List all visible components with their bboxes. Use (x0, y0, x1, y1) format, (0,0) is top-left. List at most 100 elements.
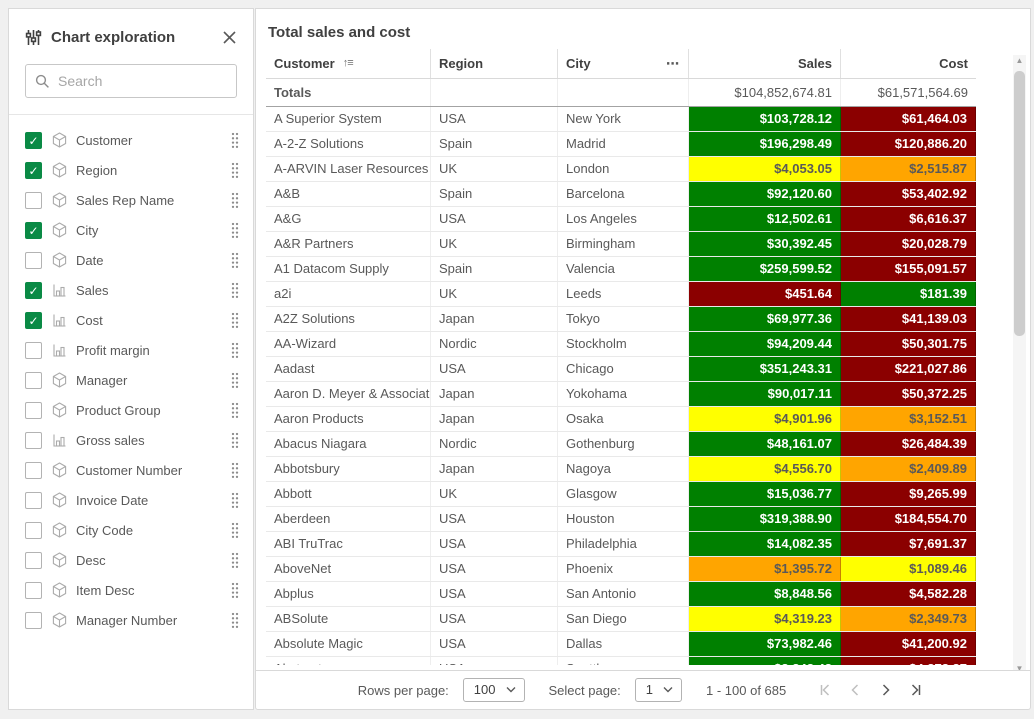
table-header-row: Customer ↑≡ Region City ⋯ Sales Cost (266, 49, 976, 79)
field-checkbox[interactable] (25, 431, 42, 449)
drag-handle-icon[interactable] (231, 252, 239, 269)
row-range-text: 1 - 100 of 685 (706, 682, 787, 698)
dimension-icon (52, 372, 67, 388)
table-row[interactable]: Aaron Products Japan Osaka $4,901.96 $3,… (266, 407, 976, 432)
cell-sales: $103,728.12 (689, 107, 841, 131)
table-row[interactable]: A-2-Z Solutions Spain Madrid $196,298.49… (266, 132, 976, 157)
cell-sales: $73,982.46 (689, 632, 841, 656)
sidebar-item-customer: Customer (9, 125, 253, 155)
cell-city: San Diego (558, 607, 689, 631)
scrollbar-thumb[interactable] (1014, 71, 1025, 336)
cell-region: UK (431, 282, 558, 306)
table-row[interactable]: A&R Partners UK Birmingham $30,392.45 $2… (266, 232, 976, 257)
dimension-icon (52, 132, 67, 148)
field-checkbox[interactable] (25, 131, 42, 149)
rows-per-page-select[interactable]: 100 (462, 678, 525, 702)
cell-city: Tokyo (558, 307, 689, 331)
column-header-customer[interactable]: Customer ↑≡ (266, 49, 431, 78)
table-row[interactable]: A-ARVIN Laser Resources UK London $4,053… (266, 157, 976, 182)
cell-city: Seattle (558, 657, 689, 665)
drag-handle-icon[interactable] (231, 462, 239, 479)
field-checkbox[interactable] (25, 371, 42, 389)
column-header-region[interactable]: Region (431, 49, 558, 78)
vertical-scrollbar[interactable]: ▲ ▼ (1013, 55, 1026, 675)
field-checkbox[interactable] (25, 581, 42, 599)
field-checkbox[interactable] (25, 191, 42, 209)
field-checkbox[interactable] (25, 491, 42, 509)
table-row[interactable]: Abbotsbury Japan Nagoya $4,556.70 $2,409… (266, 457, 976, 482)
drag-handle-icon[interactable] (231, 282, 239, 299)
table-row[interactable]: ABSolute USA San Diego $4,319.23 $2,349.… (266, 607, 976, 632)
drag-handle-icon[interactable] (231, 612, 239, 629)
last-page-button[interactable] (902, 678, 928, 702)
sidebar-item-desc: Desc (9, 545, 253, 575)
table-row[interactable]: a2i UK Leeds $451.64 $181.39 (266, 282, 976, 307)
table-row[interactable]: Abplus USA San Antonio $8,848.56 $4,582.… (266, 582, 976, 607)
search-box[interactable] (25, 64, 237, 98)
next-page-button[interactable] (872, 678, 898, 702)
field-checkbox[interactable] (25, 221, 42, 239)
scroll-up-icon[interactable]: ▲ (1015, 56, 1024, 65)
drag-handle-icon[interactable] (231, 132, 239, 149)
cell-cost: $26,484.39 (841, 432, 976, 456)
drag-handle-icon[interactable] (231, 312, 239, 329)
table-row[interactable]: Aaron D. Meyer & Associates Japan Yokoha… (266, 382, 976, 407)
cell-customer: ABSolute (266, 607, 431, 631)
dimension-icon (52, 552, 67, 568)
column-menu-icon[interactable]: ⋯ (666, 56, 680, 71)
drag-handle-icon[interactable] (231, 192, 239, 209)
table-row[interactable]: Absolute Magic USA Dallas $73,982.46 $41… (266, 632, 976, 657)
field-checkbox[interactable] (25, 341, 42, 359)
table-body: A Superior System USA New York $103,728.… (266, 107, 976, 665)
cell-sales: $92,120.60 (689, 182, 841, 206)
drag-handle-icon[interactable] (231, 432, 239, 449)
table-row[interactable]: A&G USA Los Angeles $12,502.61 $6,616.37 (266, 207, 976, 232)
table-row[interactable]: Abbott UK Glasgow $15,036.77 $9,265.99 (266, 482, 976, 507)
cell-region: Japan (431, 407, 558, 431)
table-row[interactable]: A&B Spain Barcelona $92,120.60 $53,402.9… (266, 182, 976, 207)
column-header-city[interactable]: City ⋯ (558, 49, 689, 78)
column-header-sales[interactable]: Sales (689, 49, 841, 78)
field-checkbox[interactable] (25, 461, 42, 479)
dimension-icon (52, 462, 67, 478)
table-row[interactable]: A1 Datacom Supply Spain Valencia $259,59… (266, 257, 976, 282)
drag-handle-icon[interactable] (231, 342, 239, 359)
table-row[interactable]: AboveNet USA Phoenix $1,395.72 $1,089.46 (266, 557, 976, 582)
field-checkbox[interactable] (25, 281, 42, 299)
table-row[interactable]: A Superior System USA New York $103,728.… (266, 107, 976, 132)
drag-handle-icon[interactable] (231, 522, 239, 539)
scroll-down-icon[interactable]: ▼ (1015, 664, 1024, 673)
table-row[interactable]: ABI TruTrac USA Philadelphia $14,082.35 … (266, 532, 976, 557)
close-icon[interactable] (222, 30, 237, 45)
cell-cost: $6,616.37 (841, 207, 976, 231)
drag-handle-icon[interactable] (231, 222, 239, 239)
field-label: City Code (76, 522, 134, 538)
cell-sales: $451.64 (689, 282, 841, 306)
column-header-cost[interactable]: Cost (939, 56, 968, 71)
drag-handle-icon[interactable] (231, 492, 239, 509)
table-row[interactable]: A2Z Solutions Japan Tokyo $69,977.36 $41… (266, 307, 976, 332)
table-row[interactable]: Aadast USA Chicago $351,243.31 $221,027.… (266, 357, 976, 382)
search-input[interactable] (58, 73, 227, 89)
table-row[interactable]: Abstract USA Seattle $8,848.48 $4,878.87 (266, 657, 976, 665)
totals-city (558, 79, 689, 106)
page-select[interactable]: 1 (634, 678, 683, 702)
field-checkbox[interactable] (25, 251, 42, 269)
drag-handle-icon[interactable] (231, 552, 239, 569)
totals-row: Totals $104,852,674.81 $61,571,564.69 (266, 79, 976, 107)
table-row[interactable]: Aberdeen USA Houston $319,388.90 $184,55… (266, 507, 976, 532)
table-row[interactable]: Abacus Niagara Nordic Gothenburg $48,161… (266, 432, 976, 457)
previous-page-button[interactable] (842, 678, 868, 702)
drag-handle-icon[interactable] (231, 402, 239, 419)
field-checkbox[interactable] (25, 521, 42, 539)
field-checkbox[interactable] (25, 311, 42, 329)
field-checkbox[interactable] (25, 161, 42, 179)
drag-handle-icon[interactable] (231, 162, 239, 179)
drag-handle-icon[interactable] (231, 372, 239, 389)
field-checkbox[interactable] (25, 401, 42, 419)
first-page-button[interactable] (812, 678, 838, 702)
table-row[interactable]: AA-Wizard Nordic Stockholm $94,209.44 $5… (266, 332, 976, 357)
field-checkbox[interactable] (25, 551, 42, 569)
drag-handle-icon[interactable] (231, 582, 239, 599)
field-checkbox[interactable] (25, 611, 42, 629)
